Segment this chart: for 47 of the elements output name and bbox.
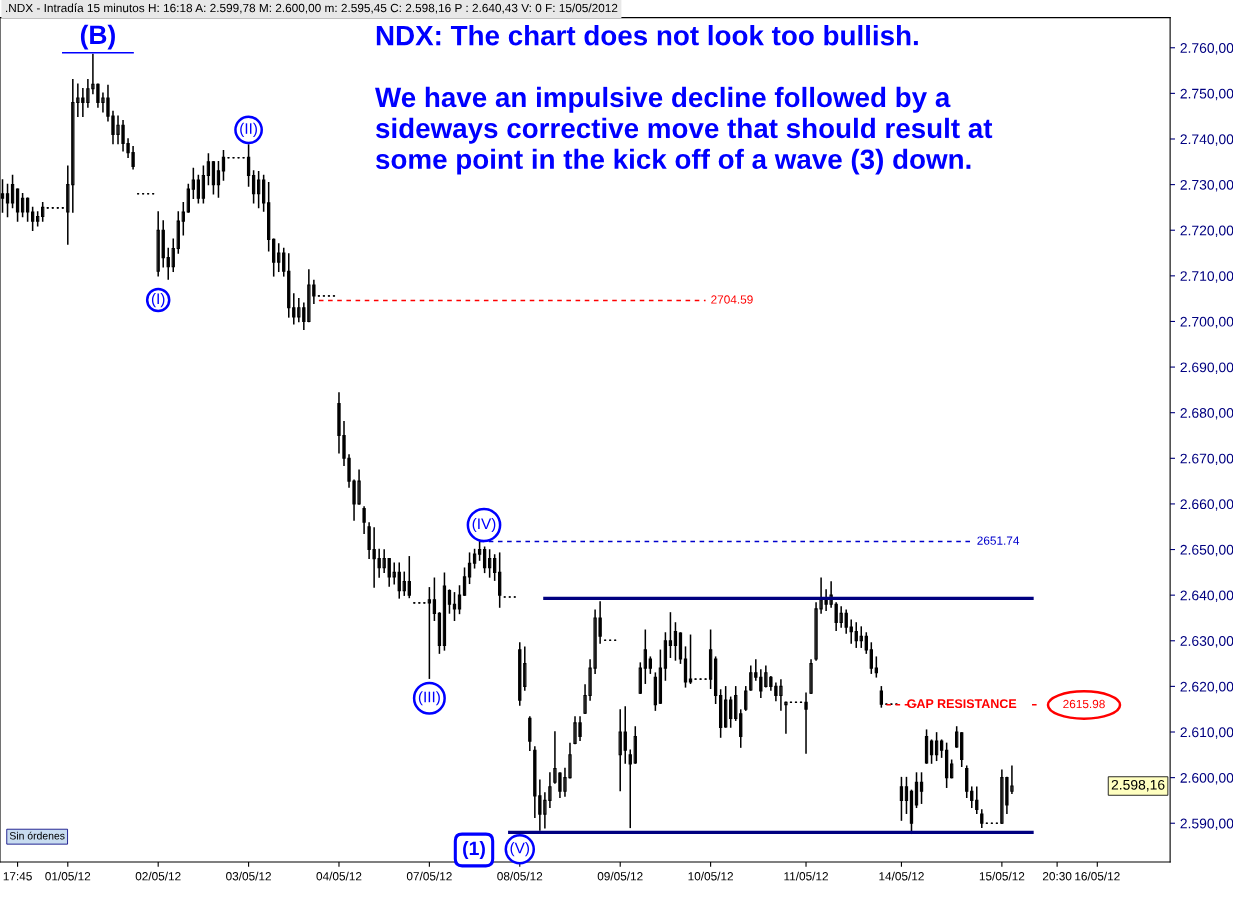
annotation: (IV)	[472, 517, 496, 533]
x-tick-label: 11/05/12	[784, 871, 828, 881]
x-tick-label: 02/05/12	[135, 871, 181, 881]
y-tick-label: 2.630,00	[1180, 636, 1233, 648]
y-tick-label: 2.710,00	[1180, 271, 1233, 283]
y-tick-label: 2.700,00	[1180, 316, 1233, 329]
y-tick-label: 2.680,00	[1180, 408, 1233, 420]
series-label: 2704.59	[711, 295, 753, 304]
chart-title: .NDX - Intradía 15 minutos H: 16:18 A: 2.599,78 M: 2.600,00 m: 2.595,45 C: 2.598,16 P : 2.640,43 V: 0 F: 15/05/2012	[6, 3, 618, 14]
y-tick-label: 2.750,00	[1180, 88, 1233, 101]
annotation: (I)	[151, 292, 165, 308]
y-tick-label: 2.660,00	[1180, 499, 1233, 511]
x-tick-label: 14/05/12	[879, 871, 924, 881]
text: NDX: The chart does not look too bullish. We have an impulsive decline followed by a sideways corrective move that should result at some point in the kick off of a wave (3) down.	[375, 25, 993, 175]
x-tick-label: 08/05/12	[497, 871, 543, 881]
x-tick-label: 10/05/12	[688, 871, 733, 881]
series-label: GAP RESISTANCE	[907, 699, 1017, 709]
annotation: (II)	[240, 122, 257, 137]
annotation: (1)	[463, 840, 485, 860]
x-tick-label: 17:45	[3, 872, 32, 881]
annotation: (V)	[510, 842, 530, 857]
x-tick-label: 09/05/12	[597, 871, 643, 881]
x-tick-label: 15/05/12	[979, 871, 1025, 881]
annotation: (III)	[418, 691, 440, 706]
x-tick-label: 07/05/12	[406, 871, 452, 881]
annotation: Sin órdenes	[9, 831, 65, 840]
annotation: 2.598,16	[1111, 779, 1165, 792]
y-tick-label: 2.650,00	[1180, 544, 1233, 557]
y-tick-label: 2.610,00	[1180, 727, 1233, 739]
y-tick-label: 2.620,00	[1180, 681, 1233, 694]
y-tick-label: 2.690,00	[1180, 362, 1233, 374]
y-tick-label: 2.730,00	[1180, 179, 1233, 192]
x-tick-label: 01/05/12	[45, 871, 91, 881]
x-tick-label: 04/05/12	[316, 871, 362, 881]
x-tick-label: 16/05/12	[1075, 871, 1120, 881]
y-tick-label: 2.760,00	[1180, 43, 1233, 55]
y-tick-label: 2.740,00	[1180, 134, 1233, 146]
y-tick-label: 2.600,00	[1180, 772, 1233, 785]
y-tick-label: 2.590,00	[1180, 818, 1233, 831]
x-tick-label: 03/05/12	[226, 871, 271, 881]
y-tick-label: 2.720,00	[1180, 225, 1233, 238]
y-tick-label: 2.640,00	[1180, 590, 1233, 602]
series-label: 2651.74	[977, 536, 1020, 545]
annotation: 2615.98	[1063, 699, 1105, 709]
y-tick-label: 2.670,00	[1180, 453, 1233, 466]
x-tick-label: 20:30	[1042, 872, 1072, 881]
series-label: (B)	[80, 24, 115, 50]
